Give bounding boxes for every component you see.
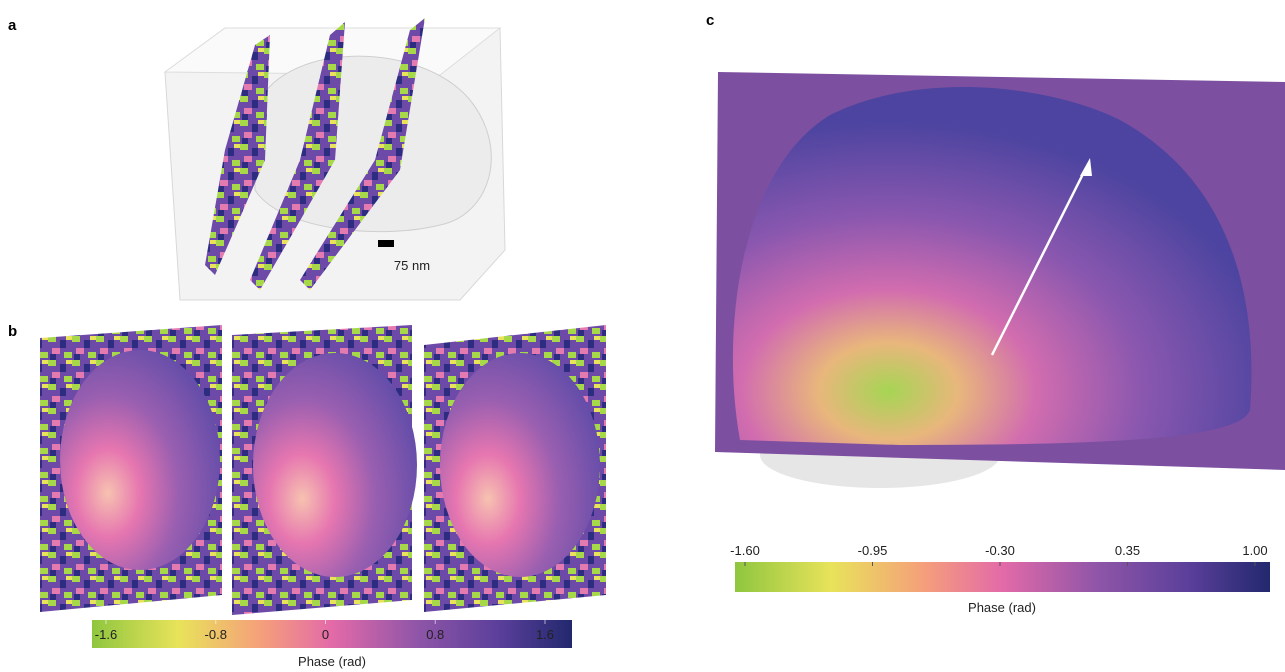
scale-bar xyxy=(378,240,394,247)
panel-c-render xyxy=(715,72,1285,488)
scale-bar-label: 75 nm xyxy=(394,258,430,273)
colorbar xyxy=(92,620,572,648)
figure: a 75 nm b -1.6-0.800.81.6 Phase (rad) c … xyxy=(0,0,1285,672)
colorbar-tick-label: 1.6 xyxy=(536,627,554,642)
colorbar-tick-label: 0.35 xyxy=(1115,543,1140,558)
colorbar-tick-label: -1.60 xyxy=(730,543,760,558)
colorbar-tick-label: 0 xyxy=(322,627,329,642)
panel-b-slices xyxy=(40,325,606,615)
colorbar-tick-label: -0.30 xyxy=(985,543,1015,558)
colorbar-tick-label: -0.8 xyxy=(205,627,227,642)
panel-a-render xyxy=(165,18,505,300)
colorbar-tick-label: 0.8 xyxy=(426,627,444,642)
colorbar-tick-label: -0.95 xyxy=(858,543,888,558)
colorbar xyxy=(735,562,1270,592)
colorbar-title: Phase (rad) xyxy=(968,600,1036,615)
colorbar-tick-label: 1.00 xyxy=(1242,543,1267,558)
colorbar-tick-label: -1.6 xyxy=(95,627,117,642)
colorbar-title: Phase (rad) xyxy=(298,654,366,669)
panel-label: c xyxy=(706,12,714,29)
panel-label: b xyxy=(8,323,17,340)
panel-label: a xyxy=(8,17,17,34)
